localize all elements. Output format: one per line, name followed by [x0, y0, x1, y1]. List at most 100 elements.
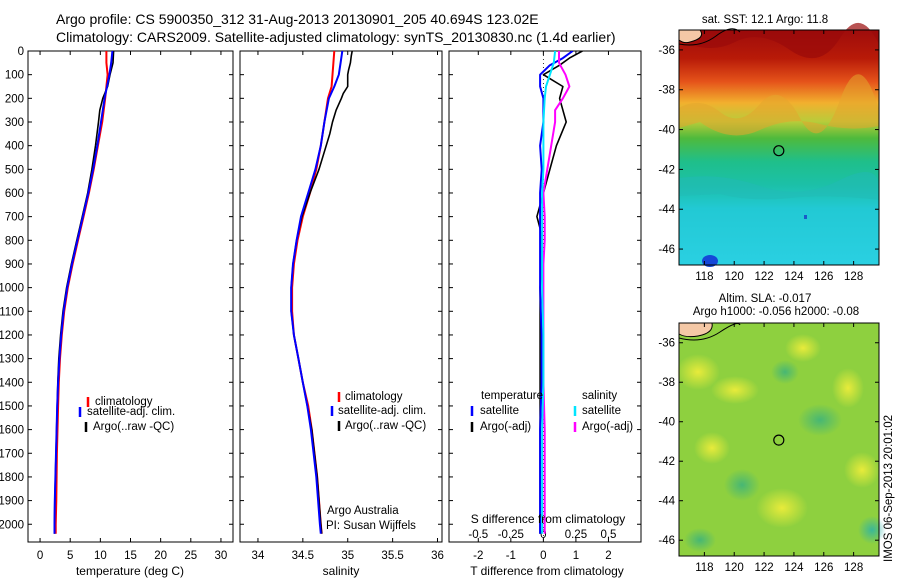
sla-low [684, 528, 716, 552]
depth-tick-label: 1500 [0, 401, 24, 413]
x-tick-label: 10 [94, 550, 107, 562]
map-lat-label: -46 [658, 244, 675, 256]
x-tick-label: 34 [252, 550, 265, 562]
legend-salinity-argo: Argo(-adj) [582, 421, 633, 433]
sla-high [711, 376, 759, 404]
map-lat-label: -40 [658, 125, 675, 137]
depth-tick-label: 1300 [0, 354, 24, 366]
x-tick-label: 35 [341, 550, 354, 562]
sla-map-axes: 118 120 122 124 126 128 -36 -38 -40 -42 -44 -46 [658, 323, 879, 574]
legend-satellite-adj: satellite-adj. clim. [87, 406, 175, 418]
sst-cold-spot [702, 255, 718, 267]
map-lat-label: -38 [658, 377, 675, 389]
x-tick-label: 34.5 [292, 550, 314, 562]
depth-tick-label: 1100 [0, 306, 24, 318]
legend-climatology: climatology [345, 391, 403, 403]
s-difference-tick-label: 0.5 [600, 529, 616, 541]
argo-australia-note: Argo Australia [327, 505, 399, 517]
argo-position-marker [773, 434, 785, 446]
temperature-profiles [53, 51, 115, 534]
sla-map [676, 322, 886, 557]
sla-map-frame [678, 322, 880, 557]
sla-title-line1: Altim. SLA: -0.017 [719, 293, 812, 305]
map-lon-label: 118 [695, 562, 713, 574]
sst-map-axes: 118 120 122 124 126 128 -36 -38 -40 -42 -44 -46 [658, 30, 879, 283]
difference-profiles [536, 51, 583, 542]
sla-high [832, 368, 864, 408]
sst-field [679, 30, 879, 265]
sla-title-line2: Argo h1000: -0.056 h2000: -0.08 [693, 306, 859, 318]
coast-contour [678, 323, 741, 341]
series-line [53, 51, 114, 534]
map-lon-label: 122 [754, 271, 773, 283]
map-lon-label: 128 [844, 562, 863, 574]
series-line [542, 51, 571, 534]
x-tick-label: 35.5 [381, 550, 403, 562]
coast-contour [678, 28, 741, 46]
depth-tick-label: 900 [5, 259, 24, 271]
sla-high [676, 354, 720, 390]
sla-low [724, 469, 760, 501]
map-lat-label: -44 [658, 496, 675, 508]
x-tick-label: 1 [573, 550, 579, 562]
x-tick-label: 0 [540, 550, 546, 562]
map-lat-label: -46 [658, 535, 675, 547]
temperature-panel-frame [27, 50, 234, 543]
sla-low [771, 360, 799, 384]
imos-timestamp: IMOS 06-Sep-2013 20:01:02 [883, 415, 895, 562]
map-lon-label: 124 [784, 271, 804, 283]
series-line [541, 51, 557, 534]
map-lat-label: -42 [658, 456, 675, 468]
depth-tick-label: 1700 [0, 448, 24, 460]
figure-title-line2: Climatology: CARS2009. Satellite-adjuste… [56, 29, 616, 45]
sst-cold-pixel [804, 215, 807, 219]
panel-x-axes: 0 5 10 15 20 25 30 34 34.5 35 35.5 36 -2 -1 0 1 2 -0.5 -0.… [37, 51, 616, 562]
x-tick-label: 2 [605, 550, 611, 562]
sst-band [679, 172, 880, 200]
x-tick-label: -1 [506, 550, 516, 562]
depth-tick-label: 1900 [0, 496, 24, 508]
sst-map-frame [678, 29, 880, 266]
land-patch [678, 29, 703, 44]
depth-tick-label: 0 [18, 46, 24, 58]
sst-map [678, 22, 880, 267]
s-difference-label: S difference from climatology [471, 512, 626, 526]
map-lon-label: 126 [814, 562, 833, 574]
map-lon-label: 118 [695, 271, 713, 283]
x-tick-label: 20 [154, 550, 167, 562]
map-lon-label: 122 [754, 562, 773, 574]
sst-warm-core [679, 22, 879, 59]
map-lat-label: -44 [658, 204, 675, 216]
figure-title-line1: Argo profile: CS 5900350_312 31-Aug-2013… [56, 11, 539, 27]
depth-tick-label: 1800 [0, 472, 24, 484]
difference-legend: temperature salinity satellite Argo(-adj… [470, 390, 633, 433]
sla-high [756, 488, 808, 528]
pi-note: PI: Susan Wijffels [326, 520, 416, 532]
depth-tick-label: 100 [5, 70, 24, 82]
legend-temperature-satellite: satellite [480, 405, 519, 417]
x-tick-label: 30 [215, 550, 228, 562]
salinity-xlabel: salinity [323, 564, 360, 578]
legend-header-temperature: temperature [481, 390, 543, 402]
map-lat-label: -36 [658, 45, 675, 57]
sla-high [844, 452, 880, 488]
s-difference-tick-label: 0.25 [565, 529, 587, 541]
depth-tick-label: 1200 [0, 330, 24, 342]
depth-axis: 0 100 200 300 400 500 600 700 800 900 1000 1100 1200… [0, 46, 641, 531]
s-difference-tick-label: -0.5 [468, 529, 488, 541]
salinity-panel-frame [239, 50, 443, 543]
x-tick-label: 0 [37, 550, 43, 562]
x-tick-label: -2 [473, 550, 483, 562]
depth-tick-label: 1400 [0, 377, 24, 389]
temperature-xlabel: temperature (deg C) [76, 564, 184, 578]
legend-temperature-argo: Argo(-adj) [480, 421, 531, 433]
legend-climatology: climatology [95, 396, 153, 408]
sst-front [679, 74, 879, 136]
depth-tick-label: 800 [5, 235, 24, 247]
map-lon-label: 128 [844, 271, 863, 283]
map-lon-label: 124 [784, 562, 804, 574]
argo-position-marker [773, 145, 785, 157]
difference-panel-frame [448, 50, 642, 543]
depth-tick-label: 1600 [0, 425, 24, 437]
